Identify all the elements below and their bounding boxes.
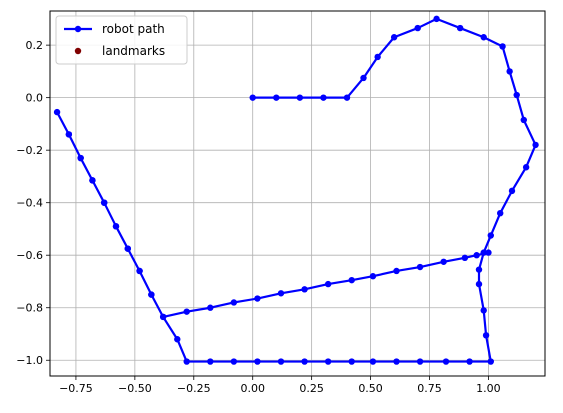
data-point <box>183 308 190 315</box>
y-tick-label: −0.8 <box>16 302 43 315</box>
y-tick-label: −0.4 <box>16 197 43 210</box>
x-tick-label: −0.25 <box>177 382 211 395</box>
data-point <box>207 304 214 311</box>
x-tick-label: −0.75 <box>59 382 93 395</box>
y-tick-label: −0.6 <box>16 249 43 262</box>
data-point <box>124 245 131 252</box>
data-point <box>393 267 400 275</box>
data-point <box>296 94 304 101</box>
data-point <box>390 34 398 41</box>
x-tick-label: −0.50 <box>118 382 152 395</box>
data-point <box>433 15 440 23</box>
x-tick-label: 0.00 <box>240 382 265 395</box>
data-point <box>487 232 494 239</box>
data-point <box>506 68 513 75</box>
legend-entry: landmarks <box>74 44 165 58</box>
x-tick-label: 1.00 <box>476 382 501 395</box>
data-point <box>249 94 256 101</box>
data-point <box>499 43 506 50</box>
data-point <box>456 24 464 32</box>
data-point <box>461 254 469 262</box>
data-point <box>442 358 450 365</box>
data-point <box>89 177 96 184</box>
legend-marker-swatch <box>74 25 82 33</box>
data-point <box>374 53 381 61</box>
data-point <box>497 209 504 217</box>
data-point <box>360 74 367 82</box>
data-point <box>230 358 238 365</box>
data-point <box>53 108 61 116</box>
data-point <box>348 358 355 365</box>
data-point <box>466 358 473 365</box>
ticks: −0.75 −0.50 −0.25 0.00 0.25 0.50 0.75 1.00 −1.0 −… <box>16 39 500 395</box>
data-point <box>480 34 487 41</box>
data-point <box>508 187 516 195</box>
legend-entry: robot path <box>64 22 165 36</box>
data-point <box>487 358 494 365</box>
data-point <box>183 358 190 365</box>
y-tick-label: −0.2 <box>16 144 43 157</box>
data-point <box>414 24 421 32</box>
x-tick-label: 0.75 <box>417 382 442 395</box>
data-point <box>101 199 108 206</box>
legend-marker-swatch <box>74 47 82 55</box>
data-point <box>369 273 377 280</box>
legend: robot path landmarks <box>55 15 188 65</box>
data-point <box>112 223 120 230</box>
data-point <box>174 336 181 343</box>
data-point <box>482 332 490 339</box>
data-point <box>148 291 155 298</box>
data-point <box>532 141 539 149</box>
data-point <box>324 280 332 288</box>
data-point <box>301 358 308 365</box>
data-point <box>343 94 351 101</box>
data-point <box>480 249 487 256</box>
data-point <box>65 131 73 138</box>
data-point <box>416 263 424 271</box>
data-point <box>254 295 261 302</box>
data-point <box>393 358 400 365</box>
data-point <box>254 358 261 365</box>
series-robot-path <box>53 15 539 365</box>
data-point <box>159 313 167 321</box>
data-point <box>277 358 285 365</box>
series-layer <box>53 15 539 365</box>
axes-frame <box>49 10 546 377</box>
data-point <box>273 94 280 101</box>
legend-label: landmarks <box>102 44 165 58</box>
x-tick-label: 0.25 <box>299 382 324 395</box>
x-tick-label: 0.50 <box>358 382 383 395</box>
data-point <box>440 258 447 265</box>
data-point <box>77 154 84 162</box>
data-point <box>348 276 355 284</box>
data-point <box>513 91 520 99</box>
data-point <box>320 94 327 101</box>
data-point <box>480 307 487 314</box>
data-point <box>207 358 214 365</box>
data-point <box>473 252 480 259</box>
data-point <box>301 286 308 293</box>
data-point <box>416 358 424 365</box>
legend-label: robot path <box>102 22 165 36</box>
y-tick-label: −1.0 <box>16 354 43 367</box>
data-point <box>520 116 527 124</box>
data-point <box>136 267 143 275</box>
y-tick-label: 0.2 <box>26 39 44 52</box>
data-point <box>475 280 483 288</box>
data-point <box>522 164 530 171</box>
y-tick-label: 0.0 <box>26 92 44 105</box>
data-point <box>277 290 285 297</box>
data-point <box>230 299 238 306</box>
data-point <box>369 358 377 365</box>
data-point <box>485 249 492 256</box>
data-point <box>475 266 483 273</box>
data-point <box>324 358 332 365</box>
